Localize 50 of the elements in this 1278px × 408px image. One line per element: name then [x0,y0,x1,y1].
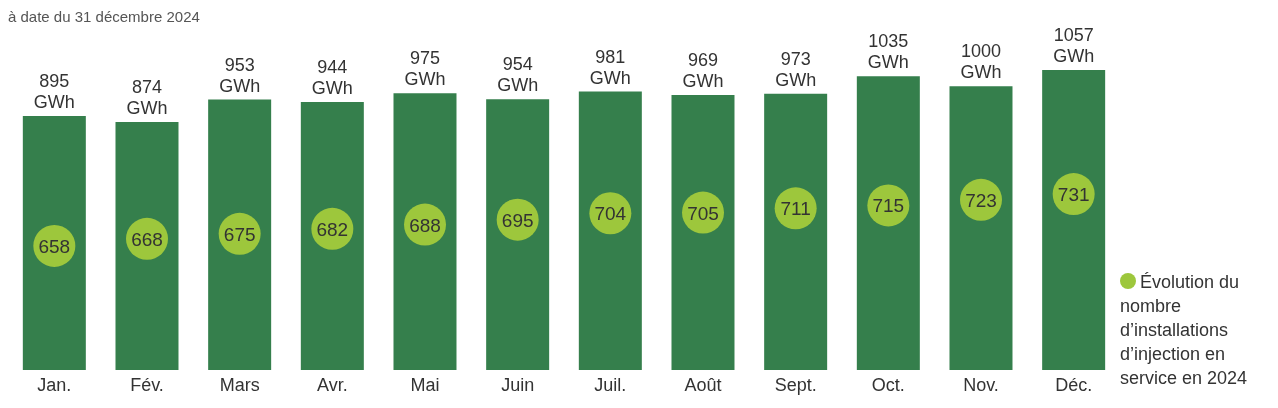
data-label: 675 [223,223,256,245]
data-label: 688 [409,214,441,236]
data-label: 668 [131,228,163,250]
data-label: 682 [316,218,349,240]
bar [115,121,179,370]
data-label: 1035 GWh [867,31,909,73]
data-label: 954 GWh [497,54,539,96]
data-label: 981 GWh [589,46,631,88]
data-label: 975 GWh [404,48,446,90]
bar [208,99,272,370]
data-label: 711 [780,198,811,220]
x-tick-label: Déc. [1055,374,1093,395]
data-label: 695 [501,209,534,231]
data-label: 715 [872,195,905,217]
text: à date du 31 décembre 2024 [8,8,200,25]
data-label: 731 [1057,184,1090,206]
bar [856,76,920,370]
data-label: 1000 GWh [960,41,1002,83]
data-label: 969 GWh [682,49,724,91]
bar [671,94,735,370]
bar [486,99,550,370]
data-label: 658 [38,235,71,257]
x-tick-label: Mai [410,374,440,395]
bar [949,86,1013,370]
bar [578,91,642,370]
x-tick-label: Août [684,374,722,395]
x-tick-label: Fév. [130,374,164,395]
x-tick-label: Jan. [37,374,72,395]
data-label: 705 [687,202,719,224]
data-label: 723 [965,189,997,211]
bar [1042,70,1106,370]
x-tick-label: Juil. [594,374,627,395]
data-label: 874 GWh [126,76,168,118]
x-tick-label: Mars [219,374,260,395]
bar [22,115,86,370]
x-tick-label: Avr. [316,374,348,395]
bar [764,93,828,370]
data-label: 895 GWh [33,70,75,112]
data-label: 944 GWh [311,57,353,99]
data-label: 953 GWh [219,54,261,96]
data-label: 1057 GWh [1053,25,1095,66]
bar [300,102,364,370]
x-tick-label: Oct. [871,374,905,395]
legend-label: Évolution du nombre d’installations d’injection en service en 2024 [1120,271,1248,390]
x-tick-label: Juin [501,374,535,395]
x-tick-label: Nov. [963,374,999,395]
data-label: 704 [594,203,627,225]
data-label: 973 GWh [775,48,817,90]
x-tick-label: Sept. [774,374,817,395]
bar [393,93,457,370]
